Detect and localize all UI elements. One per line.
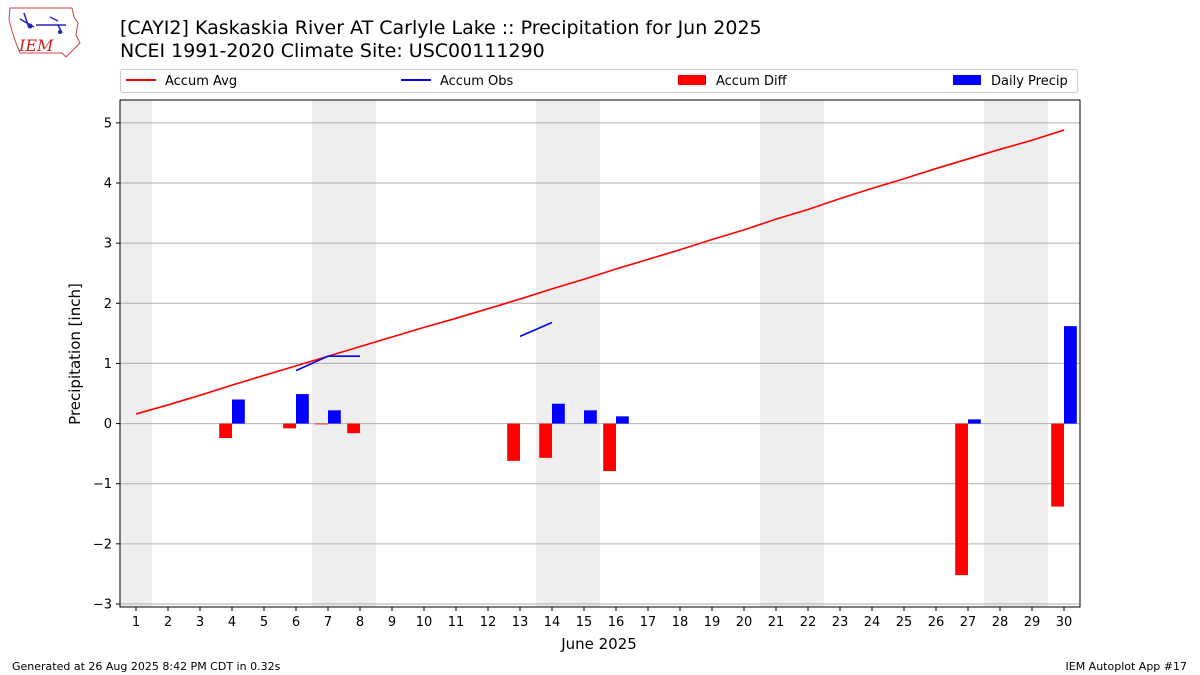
plot-frame — [119, 99, 1081, 608]
legend: Accum Avg Accum Obs Accum Diff Daily Pre… — [120, 69, 1078, 93]
accum-diff-bar — [1051, 423, 1064, 507]
x-tick-label: 26 — [928, 615, 945, 630]
accum-obs-line — [295, 355, 360, 372]
y-axis-label: Precipitation [inch] — [66, 283, 84, 425]
y-tick-label: 0 — [104, 417, 112, 432]
x-tick-label: 23 — [832, 615, 849, 630]
x-tick-label: 11 — [448, 615, 465, 630]
daily-precip-bar — [584, 410, 597, 424]
x-tick-label: 7 — [324, 615, 332, 630]
chart-title: [CAYI2] Kaskaskia River AT Carlyle Lake … — [120, 17, 762, 39]
generated-footer: Generated at 26 Aug 2025 8:42 PM CDT in … — [12, 660, 281, 673]
x-tick-label: 1 — [132, 615, 140, 630]
daily-precip-bar — [552, 403, 565, 424]
logo-text: IEM — [18, 36, 54, 55]
daily-precip-bar — [968, 419, 981, 424]
lines — [135, 129, 1065, 415]
daily-precip-bar — [328, 410, 341, 424]
iem-logo: IEM — [8, 7, 81, 58]
x-tick-label: 19 — [704, 615, 721, 630]
x-tick-label: 14 — [544, 615, 561, 630]
x-tick-label: 21 — [768, 615, 785, 630]
accum-diff-bar — [955, 423, 968, 576]
x-tick-label: 5 — [260, 615, 268, 630]
legend-swatch-daily-precip — [953, 74, 981, 85]
weekend-shading — [120, 100, 1048, 607]
accum-avg-line — [135, 129, 1065, 415]
x-tick-label: 10 — [416, 615, 433, 630]
legend-label: Accum Avg — [165, 74, 238, 89]
legend-swatch-accum-diff — [678, 74, 706, 85]
x-tick-label: 9 — [388, 615, 396, 630]
x-tick-label: 22 — [800, 615, 817, 630]
accum-diff-bar — [539, 423, 552, 458]
y-tick-label: 3 — [104, 237, 112, 252]
y-ticks: −3 −2 −1 0 1 2 3 4 5 — [93, 116, 120, 612]
legend-item-accum-obs: Accum Obs — [401, 74, 513, 90]
x-axis-label: June 2025 — [560, 635, 637, 653]
y-tick-label: −2 — [93, 537, 112, 552]
x-tick-label: 3 — [196, 615, 204, 630]
y-tick-label: 4 — [104, 176, 112, 191]
x-tick-label: 6 — [292, 615, 300, 630]
x-tick-label: 24 — [864, 615, 881, 630]
accum-diff-bar — [347, 423, 360, 434]
y-tick-label: −1 — [93, 477, 112, 492]
accum-diff-bar — [603, 423, 616, 472]
weekend-band — [120, 100, 152, 607]
gridlines — [120, 122, 1080, 605]
y-tick-label: 1 — [104, 357, 112, 372]
x-tick-label: 20 — [736, 615, 753, 630]
x-tick-label: 27 — [960, 615, 977, 630]
weekend-band — [536, 100, 600, 607]
x-tick-label: 30 — [1056, 615, 1073, 630]
y-tick-label: 5 — [104, 116, 112, 131]
y-tick-label: 2 — [104, 297, 112, 312]
daily-precip-bar — [616, 416, 629, 424]
legend-label: Accum Diff — [716, 74, 787, 89]
daily-precip-bar — [296, 394, 309, 424]
legend-label: Daily Precip — [991, 74, 1068, 89]
x-tick-label: 4 — [228, 615, 236, 630]
weekend-band — [984, 100, 1048, 607]
legend-swatch-accum-obs — [401, 78, 431, 81]
accum-diff-bar — [219, 423, 232, 438]
x-tick-label: 2 — [164, 615, 172, 630]
legend-item-accum-diff: Accum Diff — [678, 74, 787, 90]
daily-precip-bar — [232, 399, 245, 424]
x-tick-label: 15 — [576, 615, 593, 630]
y-tick-label: −3 — [93, 597, 112, 612]
legend-item-accum-avg: Accum Avg — [126, 74, 237, 90]
x-tick-label: 8 — [356, 615, 364, 630]
weekend-band — [312, 100, 376, 607]
accum-diff-bar — [507, 423, 520, 461]
x-tick-label: 17 — [640, 615, 657, 630]
x-ticks: 1 2 3 4 5 6 7 8 9 10 11 12 13 14 15 16 17 18 19 20 21 22 23 24 2… — [132, 607, 1072, 630]
bars — [219, 326, 1077, 576]
daily-precip-bar — [1064, 326, 1077, 424]
app-footer: IEM Autoplot App #17 — [1065, 660, 1188, 673]
legend-item-daily-precip: Daily Precip — [953, 74, 1068, 90]
x-tick-label: 18 — [672, 615, 689, 630]
x-tick-label: 13 — [512, 615, 529, 630]
accum-obs-line — [519, 321, 553, 338]
accum-diff-bar — [283, 423, 296, 429]
chart-subtitle: NCEI 1991-2020 Climate Site: USC00111290 — [120, 40, 545, 62]
x-tick-label: 28 — [992, 615, 1009, 630]
legend-swatch-accum-avg — [126, 78, 156, 81]
x-tick-label: 12 — [480, 615, 497, 630]
x-tick-label: 29 — [1024, 615, 1041, 630]
weekend-band — [760, 100, 824, 607]
accum-diff-bar — [315, 423, 328, 425]
x-tick-label: 25 — [896, 615, 913, 630]
x-tick-label: 16 — [608, 615, 625, 630]
legend-label: Accum Obs — [440, 74, 514, 89]
